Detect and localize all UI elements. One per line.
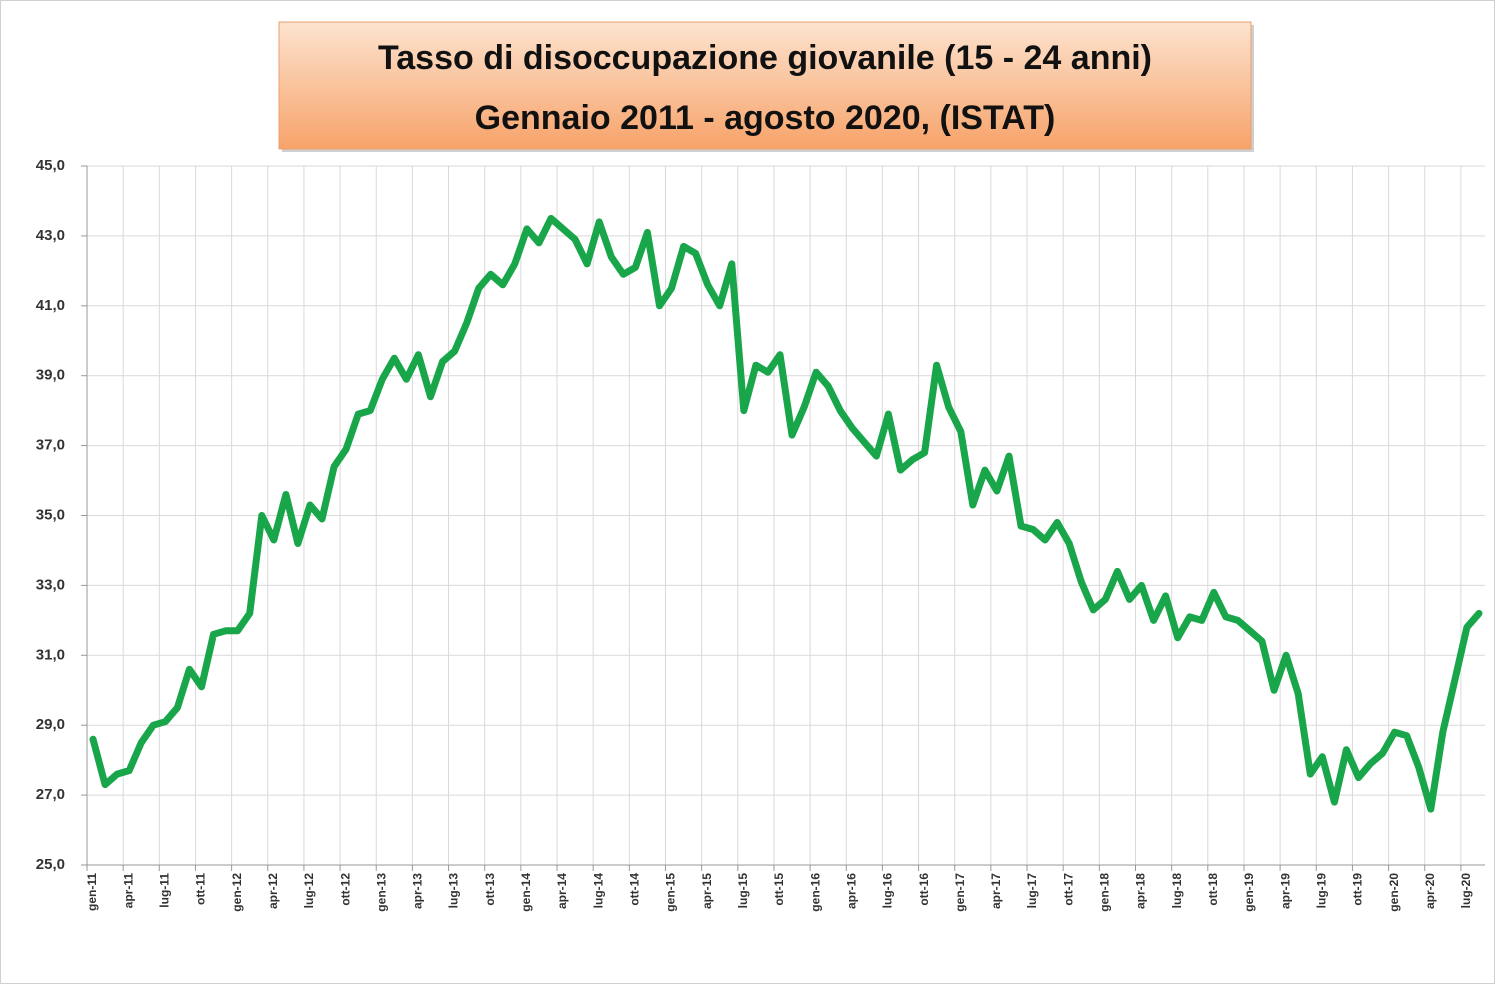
x-tick-label: ott-15	[772, 873, 786, 906]
y-tick-label: 31,0	[36, 646, 65, 663]
x-tick-label: apr-17	[989, 873, 1003, 909]
x-tick-label: ott-12	[338, 873, 352, 906]
x-tick-label: gen-11	[85, 873, 99, 911]
x-tick-label: ott-19	[1351, 873, 1365, 906]
chart-title: Tasso di disoccupazione giovanile (15 - …	[378, 39, 1152, 77]
x-tick-label: apr-15	[700, 873, 714, 909]
x-tick-label: lug-13	[447, 873, 461, 909]
x-tick-label: lug-17	[1025, 873, 1039, 909]
y-tick-label: 43,0	[36, 227, 65, 244]
x-tick-label: lug-18	[1170, 873, 1184, 909]
x-tick-label: apr-14	[555, 873, 569, 909]
x-tick-label: gen-17	[953, 873, 967, 912]
x-tick-label: lug-12	[302, 873, 316, 909]
x-tick-label: gen-12	[230, 873, 244, 912]
x-tick-label: lug-20	[1459, 873, 1473, 909]
x-tick-label: gen-14	[519, 873, 533, 912]
x-tick-label: apr-12	[266, 873, 280, 909]
y-tick-label: 39,0	[36, 367, 65, 384]
title-box	[278, 21, 1252, 150]
x-tick-label: apr-16	[844, 873, 858, 909]
x-tick-label: gen-18	[1098, 873, 1112, 912]
x-tick-label: ott-17	[1061, 873, 1075, 906]
x-tick-label: gen-20	[1387, 873, 1401, 912]
x-tick-label: apr-18	[1134, 873, 1148, 909]
x-tick-label: lug-11	[158, 873, 172, 908]
x-tick-label: lug-15	[736, 873, 750, 909]
x-tick-label: apr-20	[1423, 873, 1437, 909]
x-tick-label: apr-13	[411, 873, 425, 909]
y-tick-label: 27,0	[36, 786, 65, 803]
x-tick-label: ott-13	[483, 873, 497, 906]
x-tick-label: apr-11	[121, 873, 135, 909]
x-tick-label: lug-19	[1314, 873, 1328, 909]
chart-subtitle: Gennaio 2011 - agosto 2020, (ISTAT)	[475, 99, 1056, 137]
y-tick-label: 29,0	[36, 716, 65, 733]
x-tick-label: ott-18	[1206, 873, 1220, 906]
y-tick-label: 45,0	[36, 157, 65, 174]
x-tick-label: ott-16	[917, 873, 931, 906]
x-tick-label: lug-16	[881, 873, 895, 909]
x-tick-label: lug-14	[591, 873, 605, 909]
x-tick-label: ott-14	[628, 873, 642, 906]
y-tick-label: 35,0	[36, 506, 65, 523]
y-tick-label: 41,0	[36, 297, 65, 314]
x-tick-label: gen-19	[1242, 873, 1256, 912]
y-tick-label: 25,0	[36, 856, 65, 873]
x-tick-label: ott-11	[194, 873, 208, 905]
x-tick-label: apr-19	[1278, 873, 1292, 909]
y-tick-label: 33,0	[36, 576, 65, 593]
x-tick-label: gen-13	[374, 873, 388, 912]
x-tick-label: gen-15	[664, 873, 678, 912]
y-tick-label: 37,0	[36, 437, 65, 454]
line	[89, 214, 1483, 813]
x-tick-label: gen-16	[808, 873, 822, 912]
